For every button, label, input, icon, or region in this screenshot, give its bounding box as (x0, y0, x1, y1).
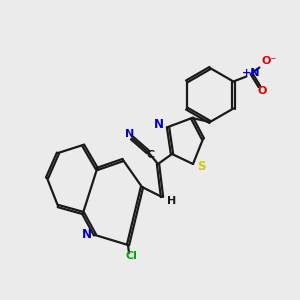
Text: O⁻: O⁻ (262, 56, 277, 67)
Text: C: C (147, 150, 155, 160)
Text: S: S (197, 160, 205, 172)
Text: N: N (154, 118, 164, 130)
Text: N: N (125, 129, 135, 139)
Text: Cl: Cl (125, 251, 137, 261)
Text: O: O (258, 86, 267, 97)
Text: N: N (82, 229, 92, 242)
Text: +N: +N (242, 68, 261, 77)
Text: H: H (167, 196, 177, 206)
